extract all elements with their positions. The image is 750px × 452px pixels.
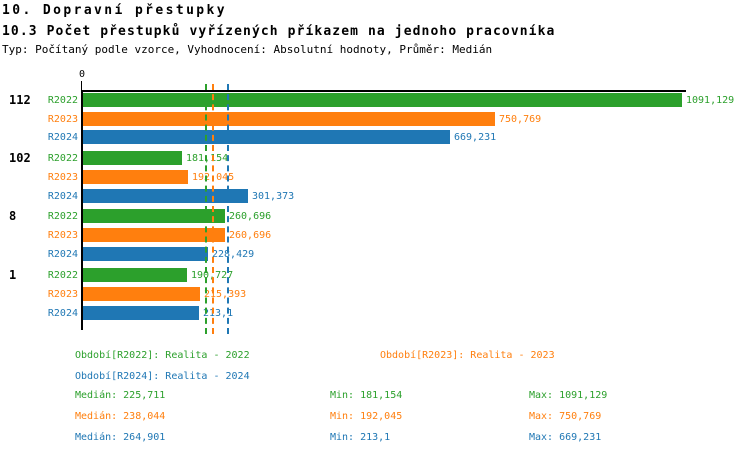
series-label-r2022: R2022 <box>47 270 78 281</box>
chart-title: 10.3 Počet přestupků vyřízených příkazem… <box>2 24 556 39</box>
legend-r2023: Období[R2023]: Realita - 2023 <box>380 350 555 361</box>
series-label-r2022: R2022 <box>47 211 78 222</box>
bar-102-r2024 <box>82 189 248 203</box>
category-label: 8 <box>9 209 17 223</box>
stat-max-r2022: Max: 1091,129 <box>529 390 608 401</box>
category-label: 102 <box>9 151 31 165</box>
x-axis-zero-tick <box>81 81 82 91</box>
series-label-r2024: R2024 <box>47 132 78 143</box>
legend-r2024: Období[R2024]: Realita - 2024 <box>75 371 250 382</box>
stat-max-r2023: Max: 750,769 <box>529 411 602 422</box>
bar-value-label: 1091,129 <box>686 95 735 106</box>
bar-chart-plot: 0 112 R2022 1091,129 R2023 750,769 R2024 669,2… <box>9 69 735 334</box>
stat-min-r2022: Min: 181,154 <box>330 390 403 401</box>
stat-max-r2024: Max: 669,231 <box>529 432 602 443</box>
bar-value-label: 181,154 <box>186 153 229 164</box>
bar-112-r2022 <box>82 93 682 107</box>
series-label-r2022: R2022 <box>47 95 78 106</box>
bar-1-r2022 <box>82 268 187 282</box>
bar-value-label: 260,696 <box>229 230 272 241</box>
bar-value-label: 301,373 <box>252 191 295 202</box>
bar-8-r2024 <box>82 247 208 261</box>
median-line-r2023 <box>212 84 214 334</box>
median-line-r2022 <box>205 84 207 334</box>
series-label-r2024: R2024 <box>47 191 78 202</box>
bar-value-label: 260,696 <box>229 211 272 222</box>
stat-median-r2023: Medián: 238,044 <box>75 411 166 422</box>
category-label: 1 <box>9 268 17 282</box>
stat-median-r2024: Medián: 264,901 <box>75 432 166 443</box>
chart-meta-line: Typ: Počítaný podle vzorce, Vyhodnocení:… <box>2 43 493 56</box>
bar-1-r2023 <box>82 287 200 301</box>
bar-8-r2023 <box>82 228 225 242</box>
stat-min-r2023: Min: 192,045 <box>330 411 403 422</box>
series-label-r2024: R2024 <box>47 249 78 260</box>
legend-r2022: Období[R2022]: Realita - 2022 <box>75 350 250 361</box>
bar-1-r2024 <box>82 306 199 320</box>
median-line-r2024 <box>227 84 229 334</box>
bar-value-label: 228,429 <box>212 249 255 260</box>
bar-value-label: 669,231 <box>454 132 497 143</box>
bar-value-label: 215,393 <box>204 289 247 300</box>
page-title: 10. Dopravní přestupky <box>2 3 227 18</box>
series-label-r2023: R2023 <box>47 114 78 125</box>
category-label: 112 <box>9 93 31 107</box>
plot-top-border <box>81 90 686 92</box>
bar-112-r2023 <box>82 112 495 126</box>
stat-min-r2024: Min: 213,1 <box>330 432 391 443</box>
series-label-r2023: R2023 <box>47 230 78 241</box>
bar-value-label: 213,1 <box>203 308 234 319</box>
series-label-r2023: R2023 <box>47 289 78 300</box>
x-axis-zero-label: 0 <box>78 69 86 80</box>
stat-median-r2022: Medián: 225,711 <box>75 390 166 401</box>
bar-102-r2023 <box>82 170 188 184</box>
series-label-r2022: R2022 <box>47 153 78 164</box>
y-axis-line <box>81 90 83 330</box>
series-label-r2023: R2023 <box>47 172 78 183</box>
bar-112-r2024 <box>82 130 450 144</box>
bar-8-r2022 <box>82 209 225 223</box>
bar-102-r2022 <box>82 151 182 165</box>
bar-value-label: 750,769 <box>499 114 542 125</box>
series-label-r2024: R2024 <box>47 308 78 319</box>
